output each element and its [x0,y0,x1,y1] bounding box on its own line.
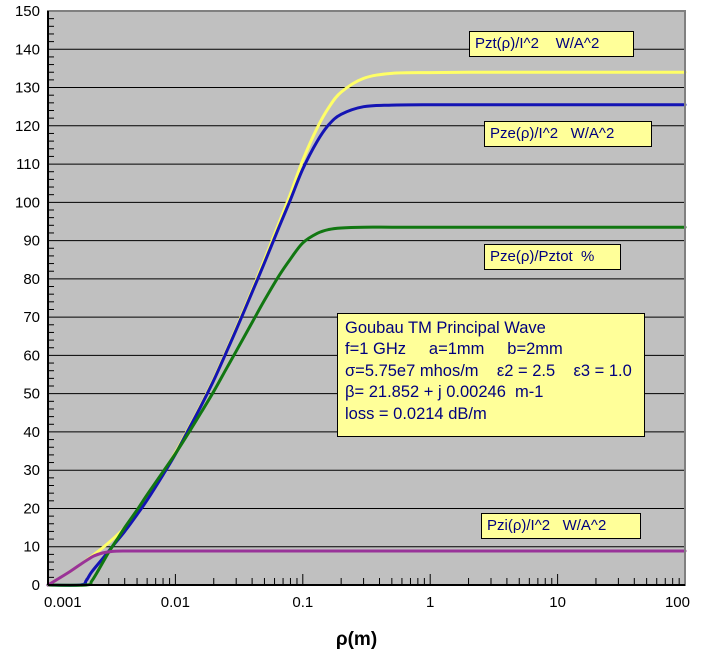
series-callout-pze: Pze(ρ)/I^2 W/A^2 [484,121,652,147]
info-line-0: Goubau TM Principal Wave [345,319,546,337]
x-axis-tick-label: 10 [549,594,566,611]
y-axis-tick-label: 40 [23,424,40,441]
x-axis-tick-label: 0.01 [161,594,190,611]
series-line-2 [46,225,687,587]
info-line-4: loss = 0.0214 dB/m [345,404,487,423]
info-line-1: f=1 GHz a=1mm b=2mm [345,340,563,359]
y-axis-tick-label: 140 [15,41,40,58]
y-axis-tick-label: 30 [23,462,40,479]
data-series-group [46,70,687,587]
y-axis-tick-label: 0 [32,577,40,594]
y-axis-tick-label: 70 [23,309,40,326]
parameters-info-box: Goubau TM Principal Wave f=1 GHz a=1mm b=… [337,313,645,437]
info-line-2: σ=5.75e7 mhos/m ε2 = 2.5 ε3 = 1.0 [345,361,632,380]
y-axis-tick-label: 150 [15,3,40,20]
y-axis-tick-label: 60 [23,347,40,364]
x-axis-tick-label: 1 [426,594,434,611]
y-axis-tick-label: 90 [23,233,40,250]
gridlines [48,48,685,548]
series-callout-pze_pct: Pze(ρ)/Pztot % [484,244,621,270]
series-line-3 [46,549,687,587]
y-axis-tick-label: 80 [23,271,40,288]
x-axis-tick-label: 0.1 [292,594,313,611]
y-axis-tick-label: 110 [16,156,40,173]
y-axis-tick-label: 20 [23,500,40,517]
y-axis-tick-label: 100 [15,194,40,211]
y-axis-tick-labels: 0 10 20 30 40 50 60 70 80 90 100 110 120 130 140 150 [15,3,40,594]
y-axis-tick-label: 130 [15,80,40,97]
info-line-3: β= 21.852 + j 0.00246 m-1 [345,383,544,402]
series-callout-pzt: Pzt(ρ)/I^2 W/A^2 [469,31,634,57]
series-callout-pzi: Pzi(ρ)/I^2 W/A^2 [481,513,641,539]
x-axis-title: ρ(m) [336,629,377,650]
x-axis-tick-labels: 0.001 0.01 0.1 1 10 100 [44,594,690,611]
y-axis-tick-label: 120 [15,118,40,135]
y-axis-tick-label: 50 [23,386,40,403]
x-axis-tick-label: 100 [665,594,690,611]
y-axis-tick-label: 10 [23,539,40,556]
x-axis-tick-label: 0.001 [44,594,82,611]
